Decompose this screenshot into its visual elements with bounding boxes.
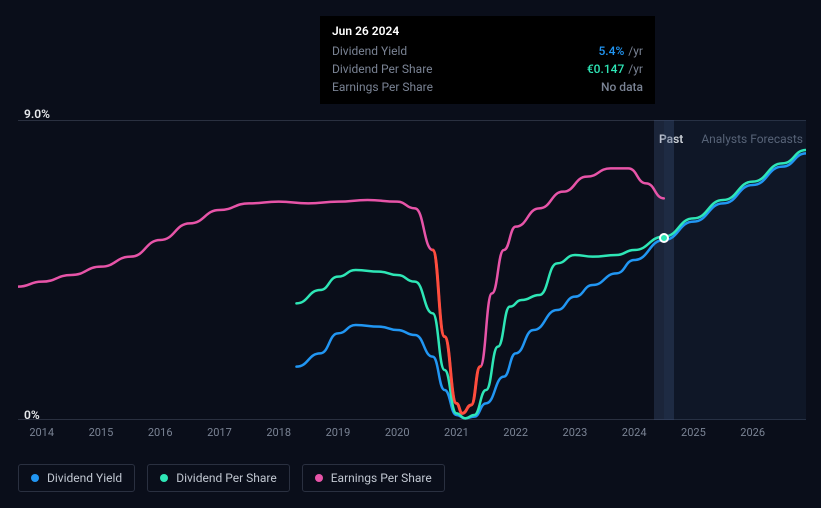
tooltip-row-value: €0.147/yr: [587, 62, 643, 76]
chart-lines: [18, 120, 806, 420]
series-line: [18, 168, 664, 413]
chart-tooltip: Jun 26 2024 Dividend Yield5.4%/yrDividen…: [320, 16, 655, 104]
tooltip-row-label: Dividend Per Share: [332, 62, 433, 76]
tooltip-row: Dividend Yield 5.4%/yr: [332, 42, 643, 60]
tooltip-row-value: No data: [601, 80, 643, 94]
series-line: [296, 150, 806, 418]
legend-dot-icon: [31, 474, 39, 482]
legend-label: Earnings Per Share: [331, 471, 432, 485]
legend-label: Dividend Yield: [47, 471, 122, 485]
x-tick: 2022: [503, 426, 528, 439]
x-tick: 2021: [444, 426, 469, 439]
x-tick: 2014: [29, 426, 54, 439]
y-axis-max-label: 9.0%: [24, 107, 50, 121]
legend: Dividend Yield Dividend Per Share Earnings…: [18, 464, 445, 492]
x-tick: 2020: [385, 426, 410, 439]
legend-dot-icon: [160, 474, 168, 482]
legend-item[interactable]: Earnings Per Share: [302, 464, 445, 492]
x-tick: 2017: [207, 426, 232, 439]
alert-segment: [433, 250, 480, 413]
legend-item[interactable]: Dividend Yield: [18, 464, 135, 492]
tooltip-row: Dividend Per Share €0.147/yr: [332, 60, 643, 78]
legend-label: Dividend Per Share: [176, 471, 277, 485]
x-tick: 2018: [266, 426, 291, 439]
tooltip-date: Jun 26 2024: [332, 24, 643, 38]
x-tick: 2025: [681, 426, 706, 439]
legend-item[interactable]: Dividend Per Share: [147, 464, 290, 492]
tooltip-row-label: Dividend Yield: [332, 44, 407, 58]
x-tick: 2026: [740, 426, 765, 439]
dividend-chart: Jun 26 2024 Dividend Yield5.4%/yrDividen…: [0, 0, 821, 508]
x-tick: 2019: [326, 426, 351, 439]
x-tick: 2015: [89, 426, 114, 439]
x-tick: 2023: [563, 426, 588, 439]
hover-marker: [659, 233, 669, 243]
x-tick: 2016: [148, 426, 173, 439]
series-line: [296, 153, 806, 418]
tooltip-row-value: 5.4%/yr: [598, 44, 643, 58]
tooltip-row-label: Earnings Per Share: [332, 80, 433, 94]
legend-dot-icon: [315, 474, 323, 482]
tooltip-row: Earnings Per Share No data: [332, 78, 643, 96]
x-tick: 2024: [622, 426, 647, 439]
